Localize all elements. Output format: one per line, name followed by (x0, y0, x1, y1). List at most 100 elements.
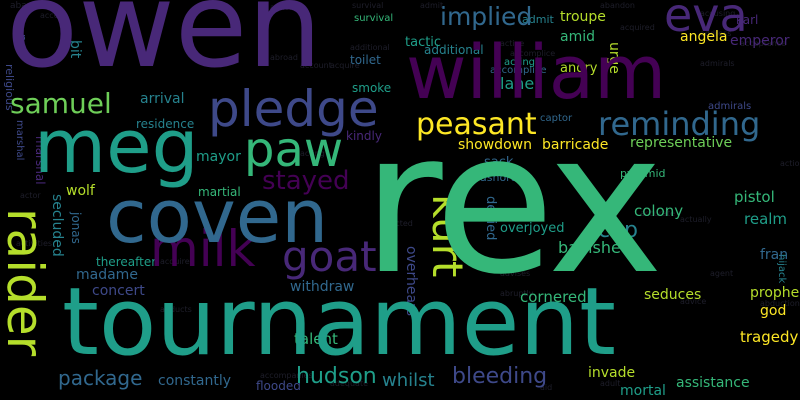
word: survival (354, 13, 394, 24)
word: pistol (734, 188, 775, 206)
word: angela (680, 29, 728, 45)
word: whilst (382, 370, 435, 391)
word: additional (424, 43, 484, 57)
word: admirals (700, 59, 735, 68)
word: lane (500, 74, 535, 93)
word: package (58, 366, 143, 390)
word: implied (440, 2, 533, 31)
word: withdraw (290, 279, 355, 295)
word: realm (744, 210, 788, 228)
word: bleeding (452, 364, 548, 389)
word: milk (150, 220, 256, 278)
word: survival (352, 1, 384, 10)
word: address (700, 29, 732, 38)
word: abandon (600, 1, 635, 10)
word: mortal (620, 383, 666, 399)
word: account (300, 61, 332, 70)
word: accusing (700, 9, 736, 18)
word: ashore (480, 171, 518, 184)
word: toilet (350, 53, 381, 67)
word: showdown (458, 137, 532, 153)
word: agent (710, 269, 734, 278)
word: aid (540, 383, 553, 392)
word: accompanies (260, 371, 313, 380)
word: acceptance (740, 39, 787, 48)
word: overhears (403, 246, 419, 317)
word: accept (40, 11, 67, 20)
word: flooded (256, 379, 301, 393)
word: owen (6, 0, 323, 94)
word: hijack (776, 254, 787, 284)
word: denied (483, 196, 498, 241)
word: meg (34, 104, 199, 190)
word: william (406, 30, 667, 116)
word: residence (136, 117, 195, 131)
word: stayed (262, 166, 350, 196)
word: abducts (160, 305, 192, 314)
word: advice (680, 297, 707, 306)
word: wolf (66, 183, 95, 199)
word: assistance (676, 375, 750, 391)
word: adequate (330, 379, 369, 388)
word: abandon (10, 1, 50, 11)
word: barricade (542, 137, 609, 153)
word: active (500, 39, 525, 48)
word: urge (606, 42, 622, 74)
word: overjoyed (500, 221, 565, 236)
word: invade (588, 365, 636, 381)
word: abduction (760, 299, 800, 308)
word: talent (294, 330, 338, 348)
word: marshal (14, 120, 25, 161)
word: martial (198, 185, 241, 199)
word: acting (300, 149, 325, 158)
word: hudson (296, 364, 377, 389)
word: god (760, 303, 787, 319)
word: marshal (33, 136, 47, 185)
word: smoke (352, 81, 392, 95)
word: cup (598, 218, 639, 243)
word: thereafter (96, 255, 157, 269)
word: adult (600, 379, 621, 388)
word: concert (92, 283, 145, 299)
word: peasant (416, 107, 537, 142)
word: tragedy (740, 328, 799, 346)
word: troupe (560, 9, 606, 25)
word: abroad (270, 53, 298, 62)
word: acquired (160, 257, 195, 266)
word: advises (500, 269, 531, 278)
word: captor (540, 113, 573, 124)
word: per (15, 34, 29, 54)
word: fran (760, 247, 789, 263)
word: tournament (62, 268, 616, 377)
word: eva (664, 0, 748, 42)
word: actor (20, 191, 41, 200)
word: kindly (346, 129, 382, 143)
word: karl (736, 13, 759, 27)
word: samuel (10, 87, 112, 120)
word: admit (522, 13, 554, 26)
word: raider (0, 208, 54, 357)
word: acquired (620, 23, 655, 32)
word: actually (680, 215, 712, 224)
word: bit (67, 40, 83, 59)
word: accurate (640, 209, 676, 218)
word: affected (380, 219, 413, 228)
word: accomplice (490, 65, 547, 76)
word: acquire (330, 61, 360, 70)
word: tactic (405, 35, 442, 50)
word: cornered (520, 288, 587, 306)
word: activist (270, 3, 299, 12)
word: admit (420, 1, 444, 10)
word: abruptly (500, 289, 534, 298)
word: colony (634, 202, 684, 220)
word: action (780, 159, 800, 168)
word: arrival (140, 91, 185, 107)
word: angry (560, 61, 598, 76)
word: admirals (708, 101, 752, 112)
word: accomplice (510, 49, 556, 58)
word: representative (630, 135, 733, 151)
word: banished (558, 238, 632, 257)
word: acting (504, 57, 536, 68)
word: activities (16, 239, 53, 248)
word: religious (3, 64, 16, 111)
